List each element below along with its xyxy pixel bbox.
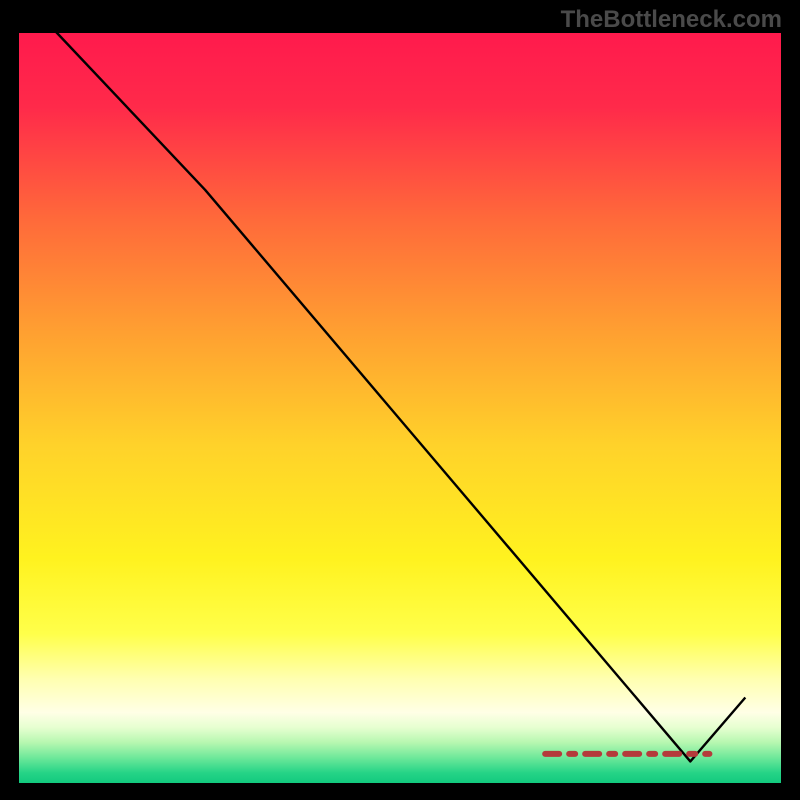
chart-container: TheBottleneck.com	[0, 0, 800, 800]
chart-svg	[0, 0, 800, 800]
plot-background	[18, 32, 782, 784]
watermark-text: TheBottleneck.com	[561, 6, 782, 34]
